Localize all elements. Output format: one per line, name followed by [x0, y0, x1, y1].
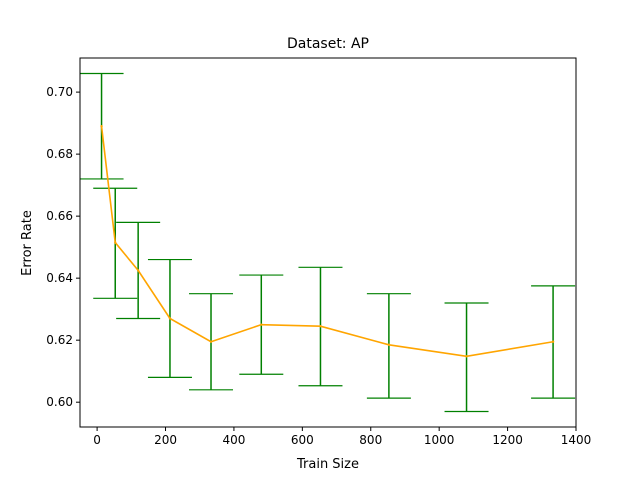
y-axis: 0.60 0.62 0.64 0.66 0.68 0.70 — [46, 85, 80, 409]
plot-area — [79, 57, 577, 428]
data-point — [260, 323, 263, 326]
data-point — [551, 340, 555, 343]
series-line — [100, 126, 554, 358]
y-tick-label: 0.60 — [46, 395, 73, 409]
data-point — [168, 317, 172, 320]
x-axis: 0 200 400 600 800 1000 1200 1400 — [93, 427, 591, 447]
y-tick-label: 0.64 — [46, 271, 73, 285]
x-tick-label: 600 — [291, 433, 314, 447]
data-point — [209, 340, 213, 343]
x-axis-label: Train Size — [296, 457, 359, 472]
y-tick-label: 0.70 — [46, 85, 73, 99]
x-tick-label: 1200 — [492, 433, 523, 447]
x-tick-label: 0 — [93, 433, 101, 447]
data-point — [387, 343, 391, 347]
data-point — [100, 125, 103, 128]
x-tick-label: 1400 — [561, 433, 592, 447]
data-point — [136, 269, 140, 272]
axes-frame — [79, 57, 577, 428]
data-point — [465, 355, 468, 358]
y-axis-label: Error Rate — [20, 210, 35, 276]
x-tick-label: 200 — [154, 433, 177, 447]
x-tick-label: 1000 — [424, 433, 455, 447]
y-tick-label: 0.62 — [46, 333, 73, 347]
x-tick-label: 800 — [359, 433, 382, 447]
data-point — [319, 325, 322, 328]
data-point — [114, 241, 117, 244]
y-tick-label: 0.66 — [46, 209, 73, 223]
x-tick-label: 400 — [222, 433, 245, 447]
y-tick-label: 0.68 — [46, 147, 73, 161]
chart-title: Dataset: AP — [287, 36, 369, 52]
